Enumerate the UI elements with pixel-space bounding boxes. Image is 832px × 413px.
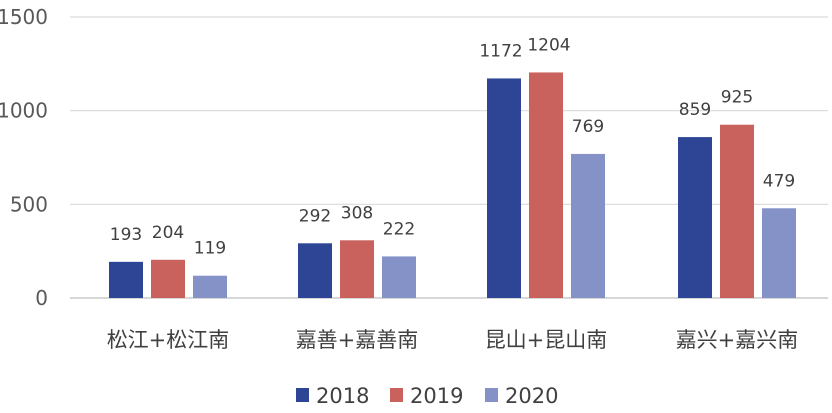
bar-2018-4 — [678, 137, 712, 298]
y-tick-label: 500 — [10, 192, 48, 216]
category-label: 嘉善+嘉善南 — [296, 328, 419, 352]
data-label: 222 — [383, 219, 415, 239]
bar-2019-2 — [340, 240, 374, 298]
bar-2019-3 — [529, 72, 563, 298]
x-axis: 松江+松江南 嘉善+嘉善南 昆山+昆山南 嘉兴+嘉兴南 — [107, 328, 799, 352]
data-label: 859 — [679, 100, 711, 120]
y-tick-label: 1500 — [0, 5, 48, 29]
bar-2019-4 — [720, 124, 754, 298]
bar-2018-3 — [487, 78, 521, 298]
legend-label: 2020 — [505, 384, 558, 408]
bar-2020-1 — [193, 275, 227, 298]
legend-swatch-2020 — [485, 388, 498, 402]
data-label: 292 — [299, 206, 331, 226]
data-label: 1172 — [479, 41, 522, 61]
data-label: 769 — [572, 117, 604, 137]
data-label: 308 — [341, 203, 373, 223]
data-label: 1204 — [527, 35, 570, 55]
legend-label: 2018 — [316, 384, 369, 408]
legend: 2018 2019 2020 — [296, 384, 558, 408]
bar-2020-2 — [382, 256, 416, 298]
gridlines — [70, 16, 828, 299]
data-label: 119 — [194, 239, 226, 259]
y-axis: 0 500 1000 1500 — [0, 5, 48, 310]
legend-swatch-2019 — [390, 388, 403, 402]
bars — [109, 72, 796, 298]
category-label: 松江+松江南 — [107, 328, 230, 352]
data-label: 204 — [152, 223, 184, 243]
data-label: 479 — [763, 171, 795, 191]
legend-label: 2019 — [410, 384, 463, 408]
bar-2018-1 — [109, 261, 143, 298]
bar-2019-1 — [151, 259, 185, 298]
category-label: 嘉兴+嘉兴南 — [676, 328, 799, 352]
y-tick-label: 0 — [35, 286, 48, 310]
data-label: 925 — [721, 88, 753, 108]
bar-2020-3 — [571, 153, 605, 298]
y-tick-label: 1000 — [0, 99, 48, 123]
category-label: 昆山+昆山南 — [485, 328, 608, 352]
legend-swatch-2018 — [296, 388, 309, 402]
bar-2020-4 — [762, 208, 796, 298]
data-label: 193 — [110, 225, 142, 245]
data-labels: 193 204 119 292 308 222 1172 1204 769 859 925 479 — [110, 35, 795, 258]
bar-2018-2 — [298, 243, 332, 298]
